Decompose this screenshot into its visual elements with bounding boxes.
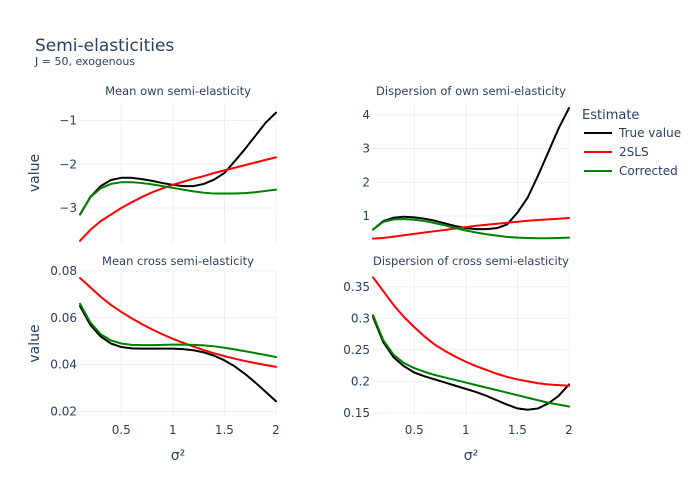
y-tick-label: 0.06 bbox=[50, 311, 77, 325]
series-line-2sls bbox=[372, 217, 570, 240]
chart-subtitle: J = 50, exogenous bbox=[34, 55, 135, 68]
y-tick-label: 0.3 bbox=[351, 311, 370, 325]
panel-title: Mean cross semi-elasticity bbox=[102, 254, 254, 268]
y-tick-label: −3 bbox=[59, 201, 77, 215]
y-tick-label: 0.15 bbox=[343, 406, 370, 420]
series-line-corrected bbox=[79, 302, 277, 359]
y-tick-label: 0.04 bbox=[50, 358, 77, 372]
series-line-2sls bbox=[79, 156, 277, 242]
series-line-true-value bbox=[79, 111, 277, 216]
y-tick-label: 0.02 bbox=[50, 404, 77, 418]
panel-title: Dispersion of own semi-elasticity bbox=[376, 84, 566, 98]
x-tick-label: 2 bbox=[272, 423, 280, 437]
x-tick-label: 2 bbox=[565, 423, 573, 437]
legend[interactable]: Estimate True value 2SLS Corrected bbox=[582, 108, 681, 178]
y-tick-label: 3 bbox=[362, 142, 370, 156]
panel-title: Mean own semi-elasticity bbox=[105, 84, 251, 98]
x-tick-label: 1 bbox=[169, 423, 177, 437]
panel-mean-own: −3 −2 −1 Mean own semi-elasticity value bbox=[27, 84, 277, 243]
y-tick-label: −2 bbox=[59, 157, 77, 171]
x-axis-label: σ² bbox=[464, 448, 479, 464]
panel-mean-cross: 0.02 0.04 0.06 0.08 0.5 1 1.5 2 Mean cross semi-… bbox=[27, 254, 280, 464]
y-tick-label: 0.35 bbox=[343, 280, 370, 294]
x-tick-label: 0.5 bbox=[112, 423, 131, 437]
series-line-corrected bbox=[372, 218, 570, 240]
series-line-corrected bbox=[79, 181, 277, 216]
legend-item-true-value[interactable]: True value bbox=[618, 126, 681, 140]
x-tick-label: 0.5 bbox=[405, 423, 424, 437]
y-axis-label: value bbox=[27, 154, 43, 192]
series-line-2sls bbox=[79, 277, 277, 368]
y-tick-label: 4 bbox=[362, 108, 370, 122]
series-line-2sls bbox=[372, 276, 570, 387]
y-tick-label: 0.08 bbox=[50, 264, 77, 278]
panel-title: Dispersion of cross semi-elasticity bbox=[373, 254, 569, 268]
x-tick-label: 1.5 bbox=[215, 423, 234, 437]
y-axis-label: value bbox=[27, 324, 43, 362]
series-line-true-value bbox=[79, 305, 277, 403]
x-tick-label: 1 bbox=[462, 423, 470, 437]
y-tick-label: 2 bbox=[362, 175, 370, 189]
series-line-corrected bbox=[372, 314, 570, 408]
legend-title: Estimate bbox=[582, 108, 639, 123]
chart-title: Semi-elasticities bbox=[35, 36, 174, 56]
y-tick-label: 1 bbox=[362, 209, 370, 223]
y-tick-label: −1 bbox=[59, 114, 77, 128]
panel-dispersion-own: 1 2 3 4 Dispersion of own semi-elasticity bbox=[362, 84, 570, 243]
y-tick-label: 0.25 bbox=[343, 343, 370, 357]
x-axis-label: σ² bbox=[171, 448, 186, 464]
panel-dispersion-cross: 0.15 0.2 0.25 0.3 0.35 0.5 1 1.5 2 Dispersion of … bbox=[343, 254, 573, 464]
series-line-true-value bbox=[372, 316, 570, 411]
x-tick-label: 1.5 bbox=[508, 423, 527, 437]
legend-item-corrected[interactable]: Corrected bbox=[619, 164, 678, 178]
legend-item-2sls[interactable]: 2SLS bbox=[619, 145, 649, 159]
series-line-true-value bbox=[372, 107, 570, 231]
y-tick-label: 0.2 bbox=[351, 374, 370, 388]
